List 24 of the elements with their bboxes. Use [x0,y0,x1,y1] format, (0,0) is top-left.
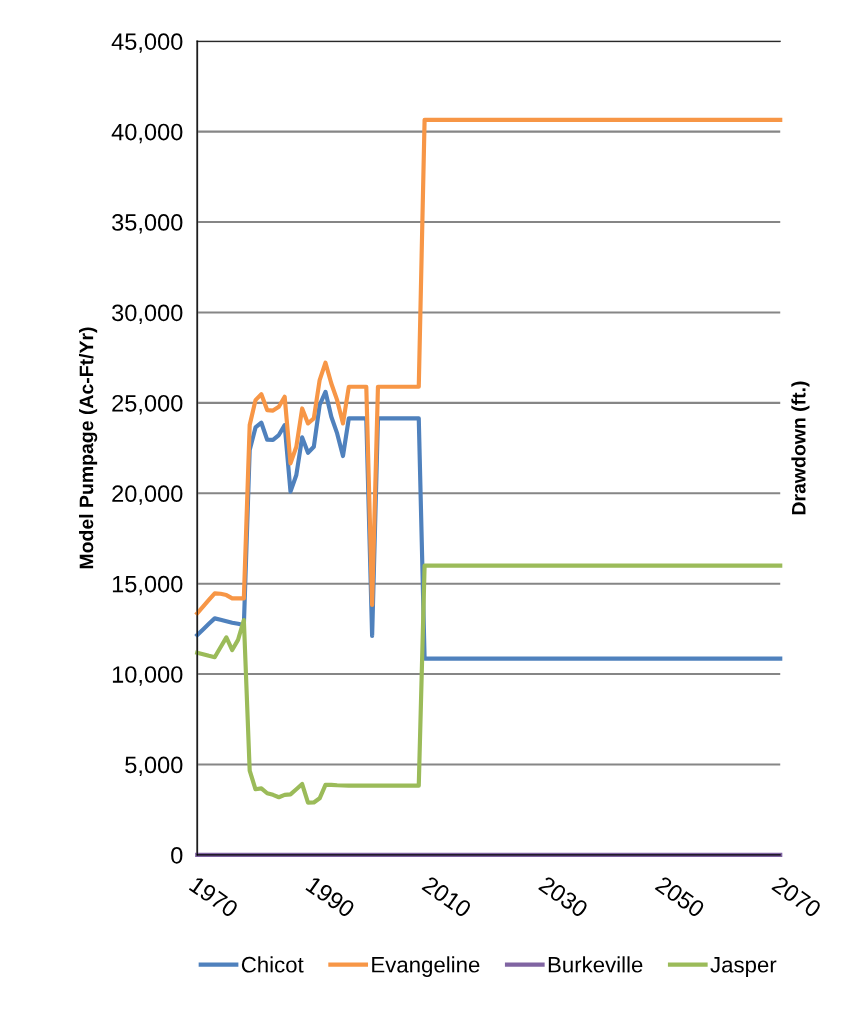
y-tick-label: 20,000 [112,485,183,505]
legend-label: Jasper [710,957,777,977]
x-tick-label: 2070 [771,875,823,919]
y-tick-label: 15,000 [112,575,183,596]
x-tick-label: 1990 [305,875,356,919]
y-tick-label: 10,000 [112,666,183,686]
y-tick-label: 30,000 [112,304,183,325]
x-tick-label: 1970 [188,875,240,919]
y-tick-label: 0 [171,846,183,864]
legend-label: Evangeline [372,956,480,977]
legend-label: Chicot [241,956,304,973]
y-tick-label: 45,000 [111,33,183,53]
y-tick-label: 5,000 [125,756,183,777]
legend-label: Burkeville [548,956,643,973]
y2-axis-title: Drawdown (ft.) [791,381,810,515]
x-tick-label: 2050 [654,875,706,919]
line-series [195,563,783,805]
x-tick-label: 2030 [538,875,589,919]
y-axis-title: Model Pumpage (Ac-Ft/Yr) [79,327,98,569]
line-series [195,117,783,616]
y-tick-label: 40,000 [111,123,183,144]
x-tick-label: 2010 [421,875,473,919]
y-tick-label: 35,000 [112,214,183,234]
y-tick-label: 25,000 [112,394,183,415]
